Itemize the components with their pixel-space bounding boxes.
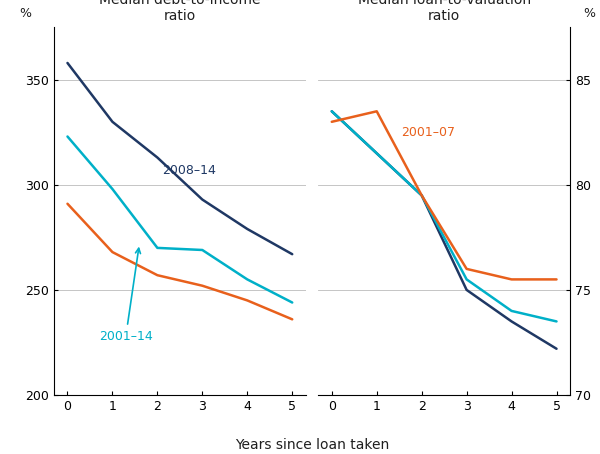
Text: 2008–14: 2008–14 [162, 163, 216, 177]
Text: Years since loan taken: Years since loan taken [235, 438, 389, 452]
Text: 2001–07: 2001–07 [401, 126, 455, 139]
Title: Median debt-to-income
ratio: Median debt-to-income ratio [99, 0, 260, 23]
Text: %: % [583, 7, 595, 20]
Text: %: % [19, 7, 31, 20]
Text: 2001–14: 2001–14 [99, 248, 152, 343]
Title: Median loan-to-valuation
ratio: Median loan-to-valuation ratio [358, 0, 531, 23]
